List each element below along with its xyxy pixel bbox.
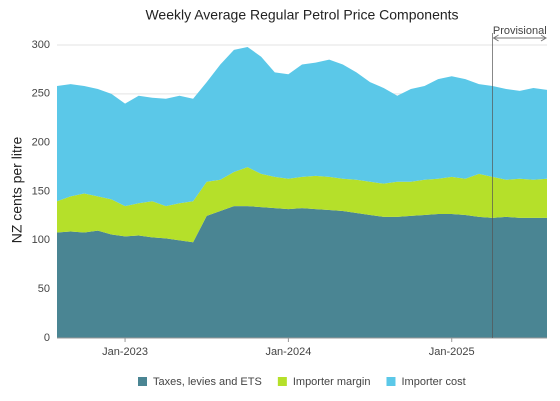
area xyxy=(57,206,547,338)
arrow-head xyxy=(492,34,547,42)
y-tick-label: 0 xyxy=(44,332,50,344)
y-tick-label: 100 xyxy=(32,234,50,246)
x-tick-label: Jan-2024 xyxy=(265,346,311,358)
legend-swatch xyxy=(277,377,287,386)
x-tick-label: Jan-2025 xyxy=(429,346,475,358)
y-tick-label: 300 xyxy=(32,39,50,51)
area xyxy=(57,46,547,207)
x-tick-label: Jan-2023 xyxy=(102,346,148,358)
y-tick-label: 200 xyxy=(32,137,50,149)
legend-label: Taxes, levies and ETS xyxy=(153,376,262,388)
legend-swatch xyxy=(386,377,396,386)
y-axis-label: NZ cents per litre xyxy=(9,136,25,243)
legend-label: Importer margin xyxy=(293,376,371,388)
area xyxy=(57,167,547,243)
legend-label: Importer cost xyxy=(401,376,465,388)
provisional-label: Provisional xyxy=(493,25,547,37)
y-tick-label: 50 xyxy=(38,283,50,295)
legend-swatch xyxy=(138,377,147,386)
y-tick-label: 150 xyxy=(32,185,50,197)
y-tick-label: 250 xyxy=(32,88,50,100)
chart-title: Weekly Average Regular Petrol Price Comp… xyxy=(145,7,458,23)
